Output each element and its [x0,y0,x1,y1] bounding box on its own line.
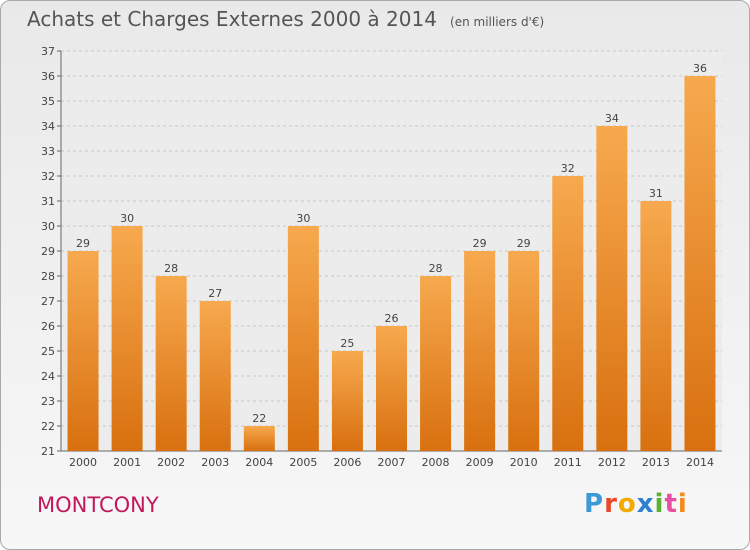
data-label: 28 [429,262,443,275]
title-text: Achats et Charges Externes 2000 à 2014 [27,7,437,31]
bar [287,226,319,451]
y-tick-label: 32 [41,170,55,183]
x-tick-label: 2012 [598,456,626,469]
y-tick-label: 31 [41,195,55,208]
bar [420,276,452,451]
y-tick-label: 35 [41,95,55,108]
y-tick-label: 33 [41,145,55,158]
x-tick-label: 2009 [466,456,494,469]
data-label: 32 [561,162,575,175]
y-tick-label: 23 [41,395,55,408]
logo-letter: i [677,489,688,519]
x-tick-label: 2013 [642,456,670,469]
data-label: 25 [340,337,354,350]
proxiti-logo: Proxiti [584,489,688,519]
logo-letter: P [584,489,605,519]
place-name: MONTCONY [37,493,159,517]
x-tick-label: 2008 [422,456,450,469]
x-tick-label: 2006 [333,456,361,469]
data-label: 27 [208,287,222,300]
bar [552,176,584,451]
chart-title: Achats et Charges Externes 2000 à 2014 (… [27,7,544,31]
x-tick-label: 2005 [289,456,317,469]
data-label: 29 [473,237,487,250]
x-tick-label: 2004 [245,456,273,469]
x-tick-label: 2003 [201,456,229,469]
y-tick-label: 28 [41,270,55,283]
y-tick-label: 29 [41,245,55,258]
logo-letter: r [604,489,618,519]
bar [508,251,540,451]
data-label: 31 [649,187,663,200]
data-label: 34 [605,112,619,125]
data-label: 30 [296,212,310,225]
data-label: 30 [120,212,134,225]
bar [464,251,496,451]
x-tick-label: 2007 [378,456,406,469]
bar [596,126,628,451]
x-tick-label: 2014 [686,456,714,469]
y-tick-label: 22 [41,420,55,433]
bar [67,251,99,451]
y-tick-label: 36 [41,70,55,83]
x-tick-label: 2000 [69,456,97,469]
subtitle-text: (en milliers d'€) [450,15,545,29]
logo-letter: t [664,489,678,519]
logo-letter: i [654,489,665,519]
data-label: 26 [385,312,399,325]
bar [684,76,716,451]
x-tick-label: 2010 [510,456,538,469]
y-tick-label: 21 [41,445,55,458]
x-tick-label: 2001 [113,456,141,469]
bar [199,301,231,451]
y-tick-label: 34 [41,120,55,133]
bar [640,201,672,451]
y-tick-label: 27 [41,295,55,308]
y-tick-label: 25 [41,345,55,358]
data-label: 29 [517,237,531,250]
data-label: 36 [693,62,707,75]
y-tick-label: 24 [41,370,55,383]
bar [111,226,143,451]
data-label: 28 [164,262,178,275]
bar [331,351,363,451]
logo-letter: o [617,489,637,519]
y-tick-label: 30 [41,220,55,233]
y-tick-label: 26 [41,320,55,333]
data-label: 29 [76,237,90,250]
y-tick-label: 37 [41,45,55,58]
logo-letter: x [636,489,655,519]
x-tick-label: 2002 [157,456,185,469]
bar [376,326,407,451]
bar [155,276,187,451]
x-tick-label: 2011 [554,456,582,469]
bar [243,426,275,451]
data-label: 22 [252,412,266,425]
